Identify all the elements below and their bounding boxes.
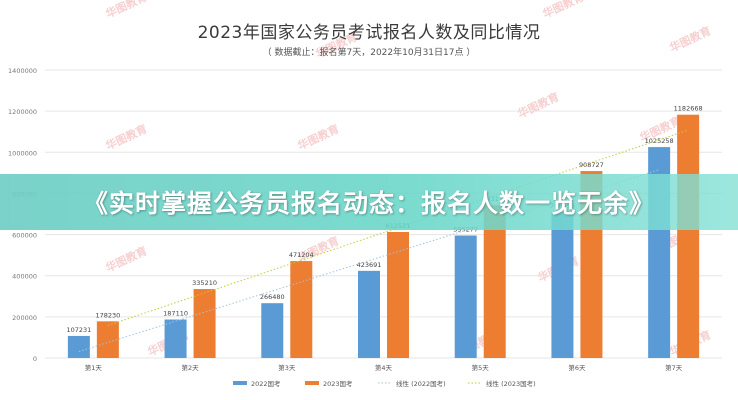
bar-value-label: 908727 <box>579 161 604 169</box>
bar-2023 <box>387 231 409 358</box>
chart-subtitle: （ 数据截止：报名第7天，2022年10月31日17点 ） <box>262 48 476 58</box>
watermark-text: 华图教育 <box>103 243 149 274</box>
chart-title: 2023年国家公务员考试报名人数及同比情况 <box>197 23 541 43</box>
watermark-text: 华图教育 <box>515 89 561 120</box>
trendline-2023 <box>107 129 689 326</box>
y-tick-label: 200000 <box>12 314 37 322</box>
bar-2023 <box>677 114 700 358</box>
legend-label: 2023国考 <box>323 380 353 388</box>
legend-label: 线性 (2022国考) <box>396 379 446 388</box>
bar-2023 <box>193 289 216 358</box>
legend-swatch <box>305 381 319 385</box>
bar-2023 <box>290 261 313 358</box>
legend-label: 2022国考 <box>251 380 281 388</box>
promo-banner: 《实时掌握公务员报名动态：报名人数一览无余》 <box>0 174 738 230</box>
x-tick-label: 第1天 <box>85 363 103 372</box>
banner-text: 《实时掌握公务员报名动态：报名人数一览无余》 <box>82 189 655 218</box>
bar-2022 <box>358 270 380 358</box>
bar-value-label: 335210 <box>192 279 217 287</box>
bar-value-label: 178230 <box>95 311 120 319</box>
bar-value-label: 423691 <box>357 261 382 269</box>
bar-2022 <box>454 235 477 358</box>
y-tick-label: 1400000 <box>8 67 37 75</box>
bar-2022 <box>164 319 187 358</box>
bar-value-label: 187110 <box>163 310 188 318</box>
y-tick-label: 0 <box>33 355 37 363</box>
bar-value-label: 266480 <box>260 293 285 301</box>
y-tick-label: 600000 <box>12 232 37 240</box>
bar-2023 <box>96 321 119 358</box>
x-tick-label: 第7天 <box>665 363 683 372</box>
bar-2022 <box>551 212 574 358</box>
y-tick-label: 1200000 <box>8 108 37 116</box>
x-tick-label: 第5天 <box>472 363 490 372</box>
watermark-text: 华图教育 <box>103 121 149 152</box>
watermark-text: 华图教育 <box>295 121 341 152</box>
x-tick-label: 第4天 <box>375 363 393 372</box>
bar-value-label: 1025258 <box>645 137 674 145</box>
bar-2022 <box>67 335 90 358</box>
legend-swatch <box>233 381 247 385</box>
bar-value-label: 1182668 <box>674 105 703 113</box>
y-tick-label: 1000000 <box>8 149 37 157</box>
bar-value-label: 107231 <box>66 326 91 334</box>
bar-value-label: 471204 <box>289 251 314 259</box>
x-tick-label: 第2天 <box>182 363 200 372</box>
x-tick-label: 第3天 <box>278 363 296 372</box>
x-tick-label: 第6天 <box>568 363 586 372</box>
bar-2023 <box>483 205 506 358</box>
bar-2022 <box>261 303 284 358</box>
y-tick-label: 400000 <box>12 273 37 281</box>
legend-label: 线性 (2023国考) <box>486 379 536 388</box>
